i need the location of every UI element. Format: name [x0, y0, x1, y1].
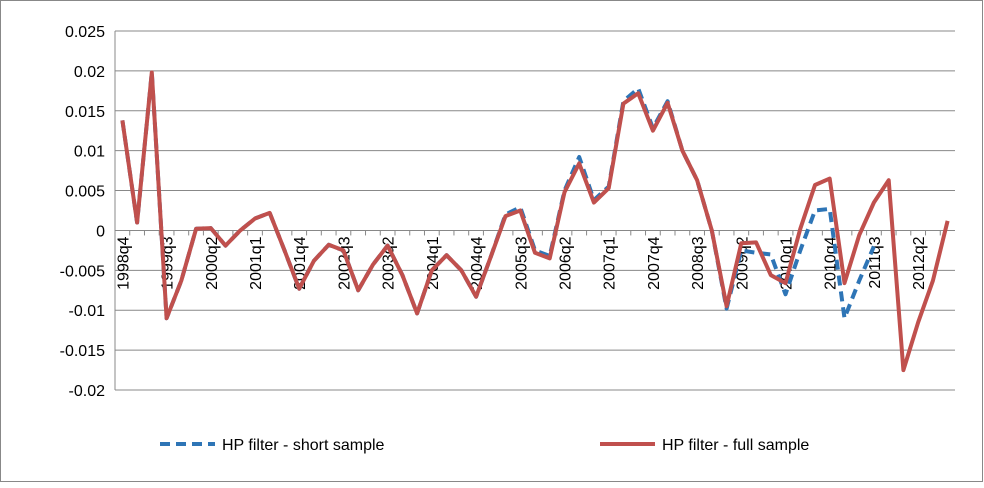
- y-tick-label: 0.005: [65, 184, 105, 201]
- x-tick-label: 2006q2: [557, 236, 574, 289]
- legend-label: HP filter - full sample: [662, 437, 809, 454]
- y-tick-label: 0.01: [74, 144, 105, 161]
- y-tick-label: 0.015: [65, 104, 105, 121]
- y-tick-label: -0.005: [60, 263, 105, 280]
- x-tick-label: 2005q3: [513, 236, 530, 289]
- y-tick-label: 0.025: [65, 24, 105, 41]
- x-tick-label: 2008q3: [690, 236, 707, 289]
- x-tick-label: 2001q1: [248, 236, 265, 289]
- x-tick-label: 2007q4: [646, 236, 663, 289]
- x-tick-label: 2000q2: [204, 236, 221, 289]
- x-tick-label: 2011q3: [867, 236, 884, 288]
- y-tick-label: 0.02: [74, 64, 105, 81]
- y-tick-label: -0.01: [69, 303, 106, 320]
- legend-label: HP filter - short sample: [222, 437, 385, 454]
- y-tick-label: -0.02: [69, 383, 106, 400]
- x-tick-label: 2002q3: [336, 236, 353, 289]
- x-tick-label: 2007q1: [602, 236, 619, 289]
- y-tick-label: -0.015: [60, 343, 105, 360]
- x-tick-label: 1998q4: [115, 236, 132, 289]
- y-tick-label: 0: [96, 223, 105, 240]
- x-tick-label: 2012q2: [911, 236, 928, 289]
- series-line: [120, 70, 950, 373]
